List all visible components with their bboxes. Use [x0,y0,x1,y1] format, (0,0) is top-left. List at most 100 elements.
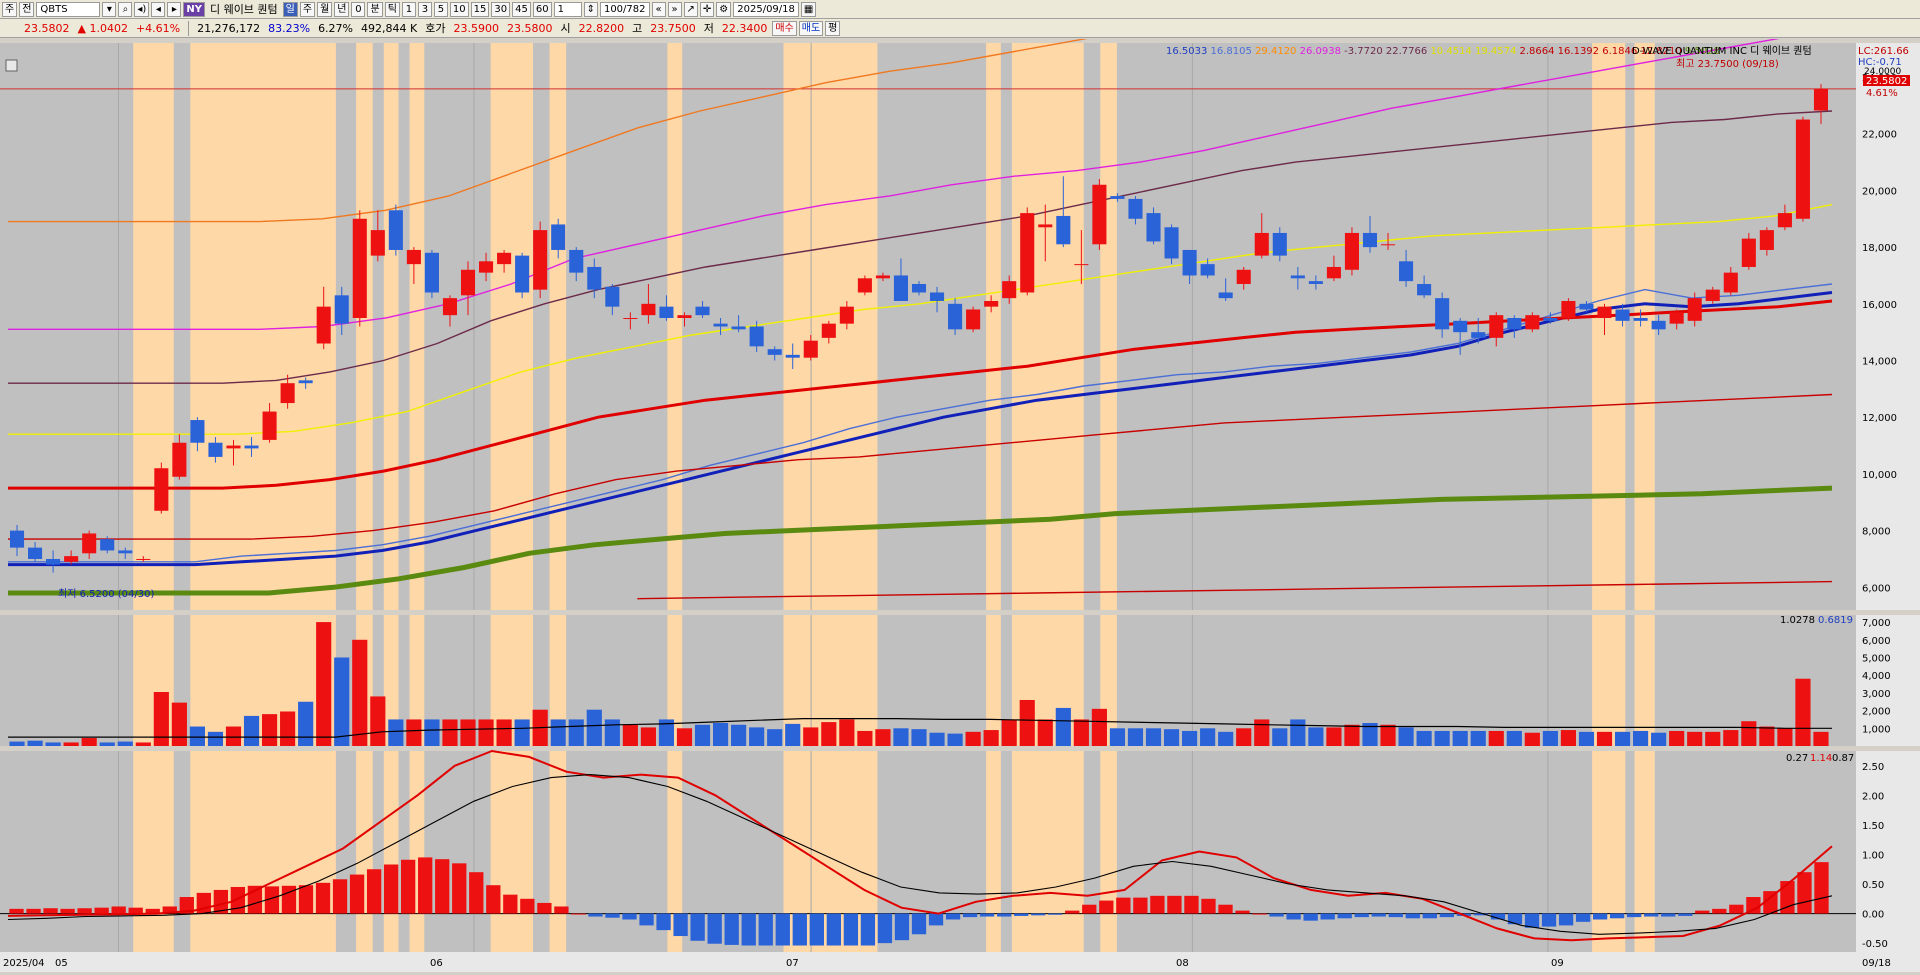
last-price-box [1863,75,1910,86]
candle-body [1236,269,1251,284]
search-icon[interactable]: ⌕ [118,1,133,17]
volume-bar [352,639,368,746]
macd-histogram-bar [571,913,586,915]
macd-histogram-bar [349,874,365,914]
volume-value: 21,276,172 [197,21,261,35]
volume-bar [1344,724,1360,746]
open-price: 22.8200 [578,21,625,35]
period-button-all[interactable]: 전 [19,1,35,17]
candle-body [298,380,313,384]
candle-body [1074,264,1089,266]
candle-body [569,249,584,273]
scroll-left-icon[interactable]: « [651,1,666,17]
high-price: 23.7500 [650,21,696,35]
macd-histogram-bar [1184,895,1199,914]
symbol-input[interactable]: QBTS [36,1,101,17]
interval-minute[interactable]: 분 [367,1,383,17]
candle-body [533,230,548,290]
minute-3[interactable]: 3 [417,1,432,17]
candle-body [1723,272,1738,293]
minute-45[interactable]: 45 [512,1,531,17]
highlight-band [356,43,373,610]
highlight-band [133,751,174,952]
date-input[interactable]: 2025/09/18 [733,1,799,17]
buy-button[interactable]: 매수 [772,20,797,36]
x-label-08: 08 [1176,958,1189,969]
highlight-band [1592,751,1626,952]
minute-1[interactable]: 1 [401,1,416,17]
macd-histogram-bar [520,898,535,914]
minute-10[interactable]: 10 [449,1,469,17]
candle-body [1417,283,1432,296]
volume-bar [749,727,765,746]
macd-histogram-bar [639,913,654,926]
price-tick-label: 16,000 [1862,300,1897,311]
calendar-icon[interactable]: ▦ [800,1,817,17]
next-icon[interactable]: ▸ [167,1,182,17]
x-label-09: 09 [1551,958,1564,969]
interval-year[interactable]: 년 [334,1,350,17]
sell-button[interactable]: 매도 [798,20,824,36]
candle-body [1633,317,1648,321]
macd-histogram-bar [9,908,24,914]
volume-bar [622,724,638,746]
candle-body [677,315,692,318]
candle-body [64,556,79,562]
macd-histogram-bar [264,886,280,914]
quote-label: 호가 [425,22,446,35]
volume-bar [712,722,729,746]
minute-60[interactable]: 60 [532,1,552,17]
interval-week[interactable]: 주 [299,1,316,17]
interval-month[interactable]: 월 [317,1,333,17]
indicator-value: 16.1392 [1558,46,1603,57]
spin-icon[interactable]: ⇕ [583,1,598,17]
volume-bar [1633,730,1649,746]
volume-bar [153,692,169,746]
highlight-band [190,751,336,952]
candle-body [1795,119,1810,219]
macd-histogram-bar [452,863,467,914]
scroll-right-icon[interactable]: » [667,1,682,17]
macd-histogram-bar [1541,913,1557,927]
volume-bar [171,702,187,746]
panel-divider[interactable] [0,610,1920,614]
price-tick-label: 14,000 [1862,357,1897,368]
interval-day[interactable]: 일 [282,1,298,17]
interval-zero[interactable]: 0 [351,1,366,17]
eval-button[interactable]: 평 [825,20,841,36]
volume-tick-label: 6,000 [1862,636,1891,647]
minute-15[interactable]: 15 [470,1,490,17]
prev-icon[interactable]: ◂ [151,1,166,17]
volume-bar [280,711,296,746]
count-input[interactable]: 100/782 [599,1,650,17]
price-tick-label: 22,000 [1862,130,1897,141]
volume-bar [1723,730,1739,746]
interval-tick[interactable]: 틱 [384,1,400,17]
symbol-dropdown-icon[interactable]: ▾ [102,1,117,17]
highlight-band [549,615,567,746]
minute-30[interactable]: 30 [491,1,511,17]
candle-body [1579,303,1594,310]
macd-histogram-bar [1014,913,1029,916]
minute-5[interactable]: 5 [433,1,448,17]
crosshair-icon[interactable]: ✛ [699,1,715,17]
volume-bar [189,726,205,746]
settings-icon[interactable]: ⚙ [716,1,732,17]
volume-bar [1019,699,1035,746]
macd-histogram-bar [315,882,331,914]
macd-histogram-bar [775,913,790,946]
volume-bar [1705,731,1721,746]
macd-histogram-bar [809,913,824,946]
candle-body [497,252,512,265]
sound-icon[interactable]: ◂) [134,1,150,17]
tick-value-input[interactable]: 1 [553,1,582,17]
macd-histogram-bar [1678,913,1693,916]
period-button-week[interactable]: 주 [2,1,18,17]
panel-menu-icon[interactable] [5,59,18,72]
panel-divider[interactable] [0,746,1920,750]
trend-tool-icon[interactable]: ↗ [683,1,698,17]
candle-body [460,269,476,296]
candle-body [262,411,277,440]
